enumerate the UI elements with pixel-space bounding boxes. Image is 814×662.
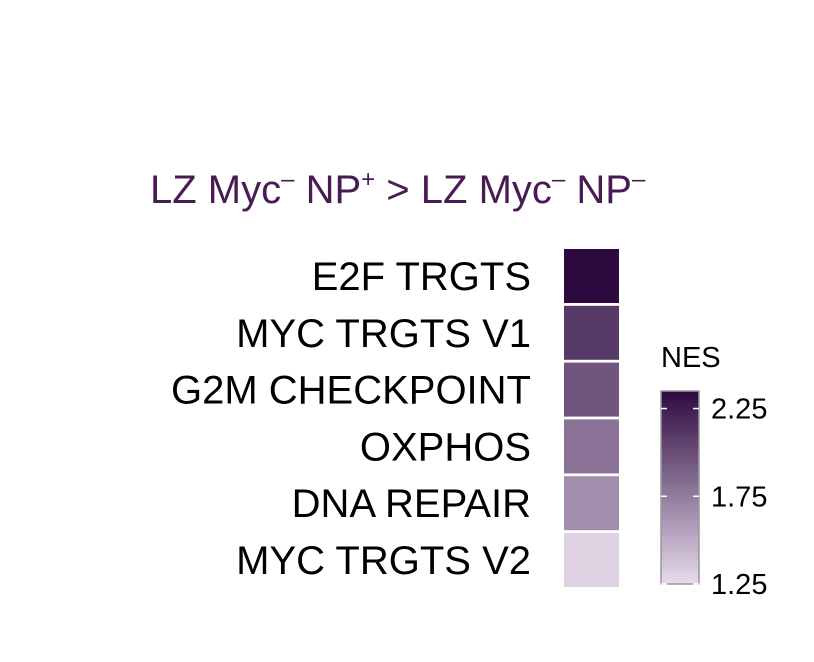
title-right-np-sup: – bbox=[632, 166, 646, 193]
row-label: DNA REPAIR bbox=[292, 482, 531, 526]
legend-tick-label: 1.25 bbox=[711, 569, 767, 601]
title-left-np: NP bbox=[294, 168, 361, 212]
heatmap-cell bbox=[564, 533, 619, 587]
row-label: G2M CHECKPOINT bbox=[171, 369, 531, 413]
legend-colorbar bbox=[660, 390, 700, 585]
row-labels: E2F TRGTS MYC TRGTS V1 G2M CHECKPOINT OXPHO… bbox=[171, 255, 531, 583]
title-right-np: NP bbox=[565, 168, 632, 212]
legend-ticks: 2.25 1.75 1.25 bbox=[661, 394, 767, 601]
heatmap-cell bbox=[564, 249, 619, 303]
legend-title: NES bbox=[661, 342, 721, 374]
title-left-np-sup: + bbox=[361, 166, 375, 193]
row-label: OXPHOS bbox=[360, 425, 531, 469]
heatmap-cell bbox=[564, 476, 619, 531]
legend-tick-label: 1.75 bbox=[711, 481, 767, 513]
title-operator: > bbox=[375, 168, 421, 212]
heatmap-cells bbox=[564, 249, 619, 587]
color-legend: NES 2.25 1.75 1.25 bbox=[660, 342, 767, 601]
row-label: E2F TRGTS bbox=[312, 255, 531, 299]
heatmap-cell bbox=[564, 305, 619, 360]
row-label: MYC TRGTS V1 bbox=[236, 312, 531, 356]
title-right-main: LZ Myc bbox=[421, 168, 552, 212]
title-left-sup: – bbox=[281, 166, 295, 193]
row-label: MYC TRGTS V2 bbox=[236, 539, 531, 583]
title-left-main: LZ Myc bbox=[150, 168, 281, 212]
chart-title: LZ Myc– NP+ > LZ Myc– NP– bbox=[150, 166, 646, 212]
heatmap-cell bbox=[564, 419, 619, 474]
legend-tick-label: 2.25 bbox=[711, 394, 767, 426]
title-right-sup: – bbox=[552, 166, 566, 193]
heatmap-cell bbox=[564, 362, 619, 417]
